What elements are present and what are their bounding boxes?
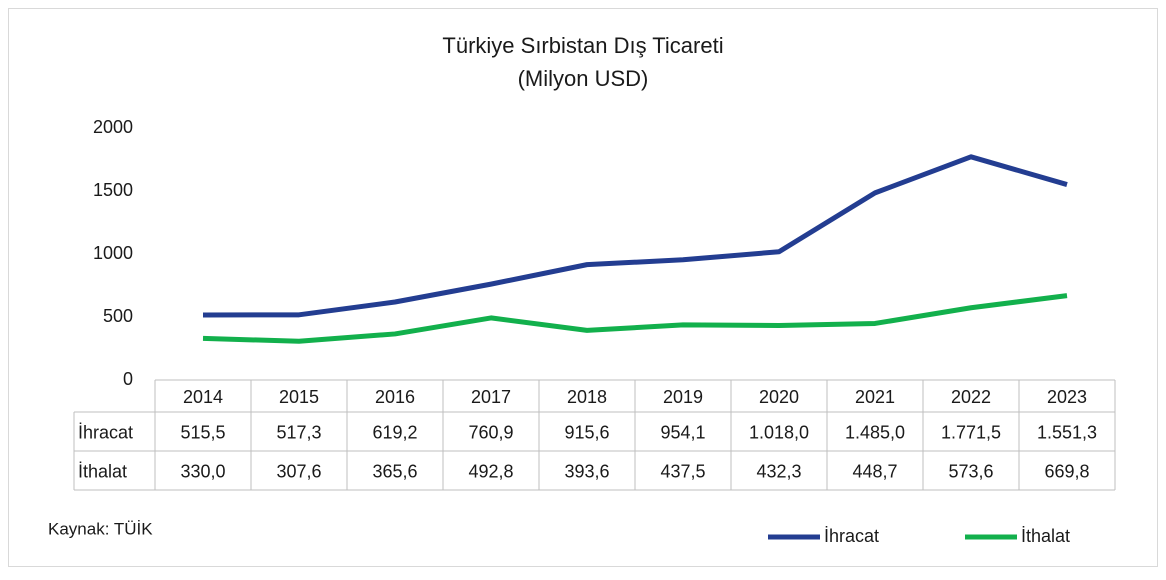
y-tick-label: 1500	[93, 180, 133, 200]
table-cell: 432,3	[756, 461, 801, 481]
source: Kaynak: TÜİK	[48, 519, 153, 538]
table-cell: 365,6	[372, 461, 417, 481]
table-cell: 619,2	[372, 422, 417, 442]
table-cell: 915,6	[564, 422, 609, 442]
x-tick-label: 2015	[279, 387, 319, 407]
table-cell: 448,7	[852, 461, 897, 481]
series-line	[202, 154, 1068, 318]
table-cell: 760,9	[468, 422, 513, 442]
legend-label: İhracat	[824, 526, 879, 546]
table-cell: 669,8	[1044, 461, 1089, 481]
table-cell: 1.485,0	[845, 422, 905, 442]
y-tick-label: 500	[103, 306, 133, 326]
x-tick-label: 2018	[567, 387, 607, 407]
y-tick-label: 1000	[93, 243, 133, 263]
x-tick-label: 2014	[183, 387, 223, 407]
y-tick-label: 0	[123, 369, 133, 389]
table-cell: 393,6	[564, 461, 609, 481]
table-row-label: İhracat	[78, 422, 133, 442]
y-tick-label: 2000	[93, 117, 133, 137]
table-cell: 954,1	[660, 422, 705, 442]
table-cell: 307,6	[276, 461, 321, 481]
table-cell: 437,5	[660, 461, 705, 481]
x-tick-label: 2022	[951, 387, 991, 407]
x-tick-label: 2021	[855, 387, 895, 407]
table-cell: 1.018,0	[749, 422, 809, 442]
x-tick-label: 2017	[471, 387, 511, 407]
series-line	[202, 293, 1068, 344]
chart-border	[8, 8, 1158, 567]
x-tick-label: 2016	[375, 387, 415, 407]
table-cell: 492,8	[468, 461, 513, 481]
table-cell: 517,3	[276, 422, 321, 442]
table-cell: 515,5	[180, 422, 225, 442]
x-tick-label: 2023	[1047, 387, 1087, 407]
x-tick-label: 2019	[663, 387, 703, 407]
table-row-label: İthalat	[78, 461, 127, 481]
chart-subtitle: (Milyon USD)	[518, 66, 649, 91]
legend-label: İthalat	[1021, 526, 1070, 546]
table-cell: 330,0	[180, 461, 225, 481]
table-cell: 573,6	[948, 461, 993, 481]
chart-title: Türkiye Sırbistan Dış Ticareti	[442, 33, 723, 58]
x-tick-label: 2020	[759, 387, 799, 407]
table-cell: 1.551,3	[1037, 422, 1097, 442]
table-cell: 1.771,5	[941, 422, 1001, 442]
